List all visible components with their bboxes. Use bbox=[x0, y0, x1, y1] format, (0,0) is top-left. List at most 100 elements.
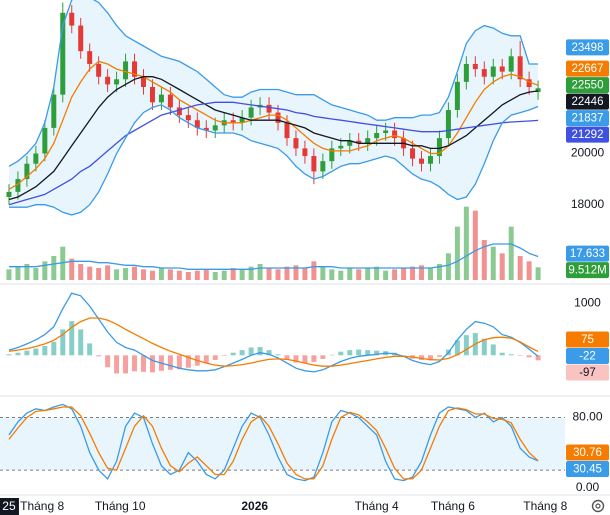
price-badge bbox=[566, 60, 609, 77]
bar bbox=[176, 270, 182, 280]
series-line bbox=[8, 101, 539, 206]
series-line bbox=[8, 0, 539, 167]
x-tick-label: Tháng 8 bbox=[523, 499, 567, 513]
bar bbox=[284, 266, 290, 280]
bar bbox=[427, 268, 433, 280]
bar bbox=[42, 345, 48, 356]
candle-body bbox=[338, 145, 344, 149]
candle-body bbox=[123, 61, 129, 80]
candle-body bbox=[374, 133, 380, 139]
y-tick-label: 0.00 bbox=[576, 480, 600, 494]
candle-body bbox=[194, 120, 200, 128]
bar bbox=[526, 261, 532, 280]
x-tick-label: Tháng 6 bbox=[431, 499, 475, 513]
bar bbox=[51, 256, 57, 280]
bar bbox=[123, 268, 129, 280]
bar bbox=[427, 355, 433, 361]
bar bbox=[320, 355, 326, 359]
bar bbox=[140, 269, 146, 280]
series-line bbox=[8, 317, 539, 367]
candle-body bbox=[230, 120, 236, 123]
bar bbox=[401, 355, 407, 356]
bar bbox=[15, 352, 21, 356]
price-badge bbox=[566, 348, 609, 365]
price-badge-label: 21292 bbox=[572, 129, 604, 141]
bar bbox=[194, 270, 200, 280]
bar bbox=[356, 269, 362, 280]
bar bbox=[419, 355, 425, 360]
bar bbox=[105, 265, 111, 280]
bar bbox=[149, 270, 155, 280]
bar bbox=[132, 355, 138, 372]
price-badge bbox=[566, 93, 609, 110]
bar bbox=[490, 344, 496, 356]
bar bbox=[302, 355, 308, 364]
bar bbox=[203, 355, 209, 364]
price-badge-label: 9.512M bbox=[568, 265, 606, 277]
bar bbox=[401, 268, 407, 280]
price-badge-label: -97 bbox=[579, 367, 596, 379]
candle-body bbox=[436, 138, 442, 157]
bar bbox=[6, 269, 12, 280]
candle-body bbox=[427, 156, 433, 164]
bar bbox=[149, 355, 155, 373]
candle-body bbox=[472, 63, 478, 70]
price-badge-label: 22667 bbox=[572, 63, 604, 75]
y-tick-label: 80.00 bbox=[572, 410, 602, 424]
bar bbox=[212, 272, 218, 280]
candle-body bbox=[24, 163, 30, 180]
bar bbox=[472, 210, 478, 280]
candle-body bbox=[158, 94, 164, 103]
candle-body bbox=[284, 122, 290, 139]
price-badge bbox=[566, 461, 609, 478]
price-badge bbox=[566, 444, 609, 461]
bar bbox=[383, 270, 389, 280]
settings-icon[interactable] bbox=[591, 499, 605, 513]
bar bbox=[132, 266, 138, 280]
bar bbox=[15, 266, 21, 280]
bar bbox=[266, 268, 272, 280]
candle-body bbox=[293, 138, 299, 149]
bar bbox=[535, 355, 541, 361]
bar bbox=[374, 266, 380, 280]
x-tick-highlight bbox=[0, 498, 19, 515]
price-badge-label: 17.633 bbox=[570, 248, 605, 260]
bar bbox=[499, 352, 505, 356]
price-badge bbox=[566, 77, 609, 94]
bar bbox=[526, 355, 532, 358]
candle-body bbox=[347, 140, 353, 146]
bar bbox=[499, 253, 505, 280]
candle-body bbox=[42, 127, 48, 154]
candle-body bbox=[60, 12, 66, 95]
candle-body bbox=[185, 115, 191, 121]
bar bbox=[436, 355, 442, 357]
candle-body bbox=[508, 56, 514, 72]
price-badge bbox=[566, 364, 609, 381]
bar bbox=[114, 355, 120, 374]
candle-body bbox=[105, 76, 111, 85]
bar bbox=[230, 268, 236, 280]
bar bbox=[347, 350, 353, 356]
series-line bbox=[8, 406, 539, 480]
price-badge-label: -22 bbox=[579, 351, 596, 363]
candle-body bbox=[132, 61, 138, 77]
bar bbox=[257, 264, 263, 280]
bar bbox=[203, 269, 209, 280]
bar bbox=[33, 268, 39, 280]
bar bbox=[445, 253, 451, 280]
candle-body bbox=[15, 179, 21, 192]
candle-body bbox=[311, 156, 317, 172]
bar bbox=[356, 349, 362, 356]
bar bbox=[51, 341, 57, 356]
bar bbox=[185, 272, 191, 280]
bar bbox=[338, 270, 344, 280]
bar bbox=[338, 351, 344, 356]
candle-body bbox=[392, 130, 398, 139]
series-line bbox=[8, 403, 539, 482]
bar bbox=[284, 355, 290, 359]
bar bbox=[257, 347, 263, 356]
bar bbox=[105, 355, 111, 368]
candle-body bbox=[275, 112, 281, 123]
bar bbox=[293, 265, 299, 280]
